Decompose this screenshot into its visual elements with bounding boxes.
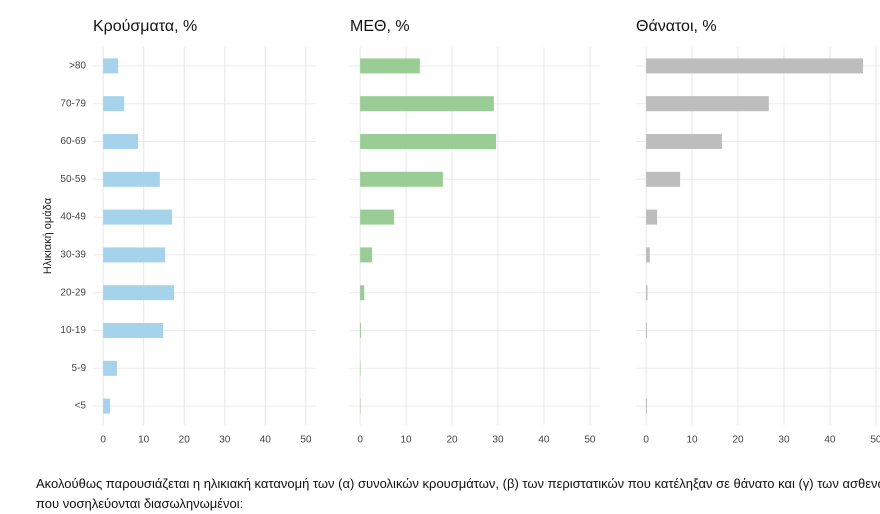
x-tick-label: 40 [824, 435, 836, 446]
y-tick-label: 5-9 [72, 363, 87, 374]
bar [360, 172, 443, 187]
x-tick-label: 20 [446, 435, 458, 446]
y-axis-label: Ηλικιακή ομάδα [42, 197, 54, 274]
y-tick-label: 50-59 [60, 174, 86, 185]
bar [103, 247, 165, 262]
x-tick-label: 10 [401, 435, 413, 446]
x-tick-label: 30 [492, 435, 504, 446]
panel-title: Θάνατοι, % [636, 18, 717, 35]
y-tick-label: 10-19 [60, 325, 86, 336]
x-tick-label: 40 [260, 435, 272, 446]
x-tick-label: 20 [732, 435, 744, 446]
x-tick-label: 50 [584, 435, 596, 446]
bar [103, 361, 117, 376]
bar [360, 58, 420, 73]
bar [360, 323, 361, 338]
bar [646, 399, 647, 414]
panel-title: Κρούσματα, % [93, 18, 197, 35]
bar [103, 134, 138, 149]
panel-title: ΜΕΘ, % [350, 18, 410, 35]
bar [360, 210, 394, 225]
x-tick-label: 40 [538, 435, 550, 446]
x-tick-label: 10 [687, 435, 699, 446]
bar [103, 399, 110, 414]
bar [646, 134, 722, 149]
x-tick-label: 30 [778, 435, 790, 446]
x-tick-label: 0 [100, 435, 106, 446]
bar [360, 96, 494, 111]
bar [646, 96, 769, 111]
y-tick-label: 60-69 [60, 136, 86, 147]
bar [646, 58, 863, 73]
bar [646, 323, 647, 338]
bar [646, 247, 650, 262]
bar [360, 134, 496, 149]
bar [103, 285, 174, 300]
x-tick-label: 0 [357, 435, 363, 446]
x-tick-label: 10 [138, 435, 150, 446]
y-tick-label: <5 [75, 401, 87, 412]
body-text: Ακολούθως παρουσιάζεται η ηλικιακή καταν… [36, 474, 880, 514]
bar [646, 210, 657, 225]
bar [360, 285, 364, 300]
bar [103, 172, 160, 187]
bar [360, 247, 372, 262]
bar [103, 323, 163, 338]
y-tick-label: 30-39 [60, 250, 86, 261]
y-tick-label: 40-49 [60, 212, 86, 223]
y-tick-label: 70-79 [60, 98, 86, 109]
bar [646, 285, 647, 300]
bar [103, 210, 172, 225]
bar [103, 96, 124, 111]
x-tick-label: 50 [300, 435, 312, 446]
y-tick-label: 20-29 [60, 287, 86, 298]
bar [103, 58, 118, 73]
x-tick-label: 50 [870, 435, 880, 446]
x-tick-label: 20 [179, 435, 191, 446]
chart: Κρούσματα, % 0 10 20 30 40 50 >80 70-79 60-69 50-5… [0, 0, 880, 470]
x-tick-label: 0 [643, 435, 649, 446]
y-tick-label: >80 [69, 61, 86, 72]
x-tick-label: 30 [219, 435, 231, 446]
bar [646, 172, 680, 187]
